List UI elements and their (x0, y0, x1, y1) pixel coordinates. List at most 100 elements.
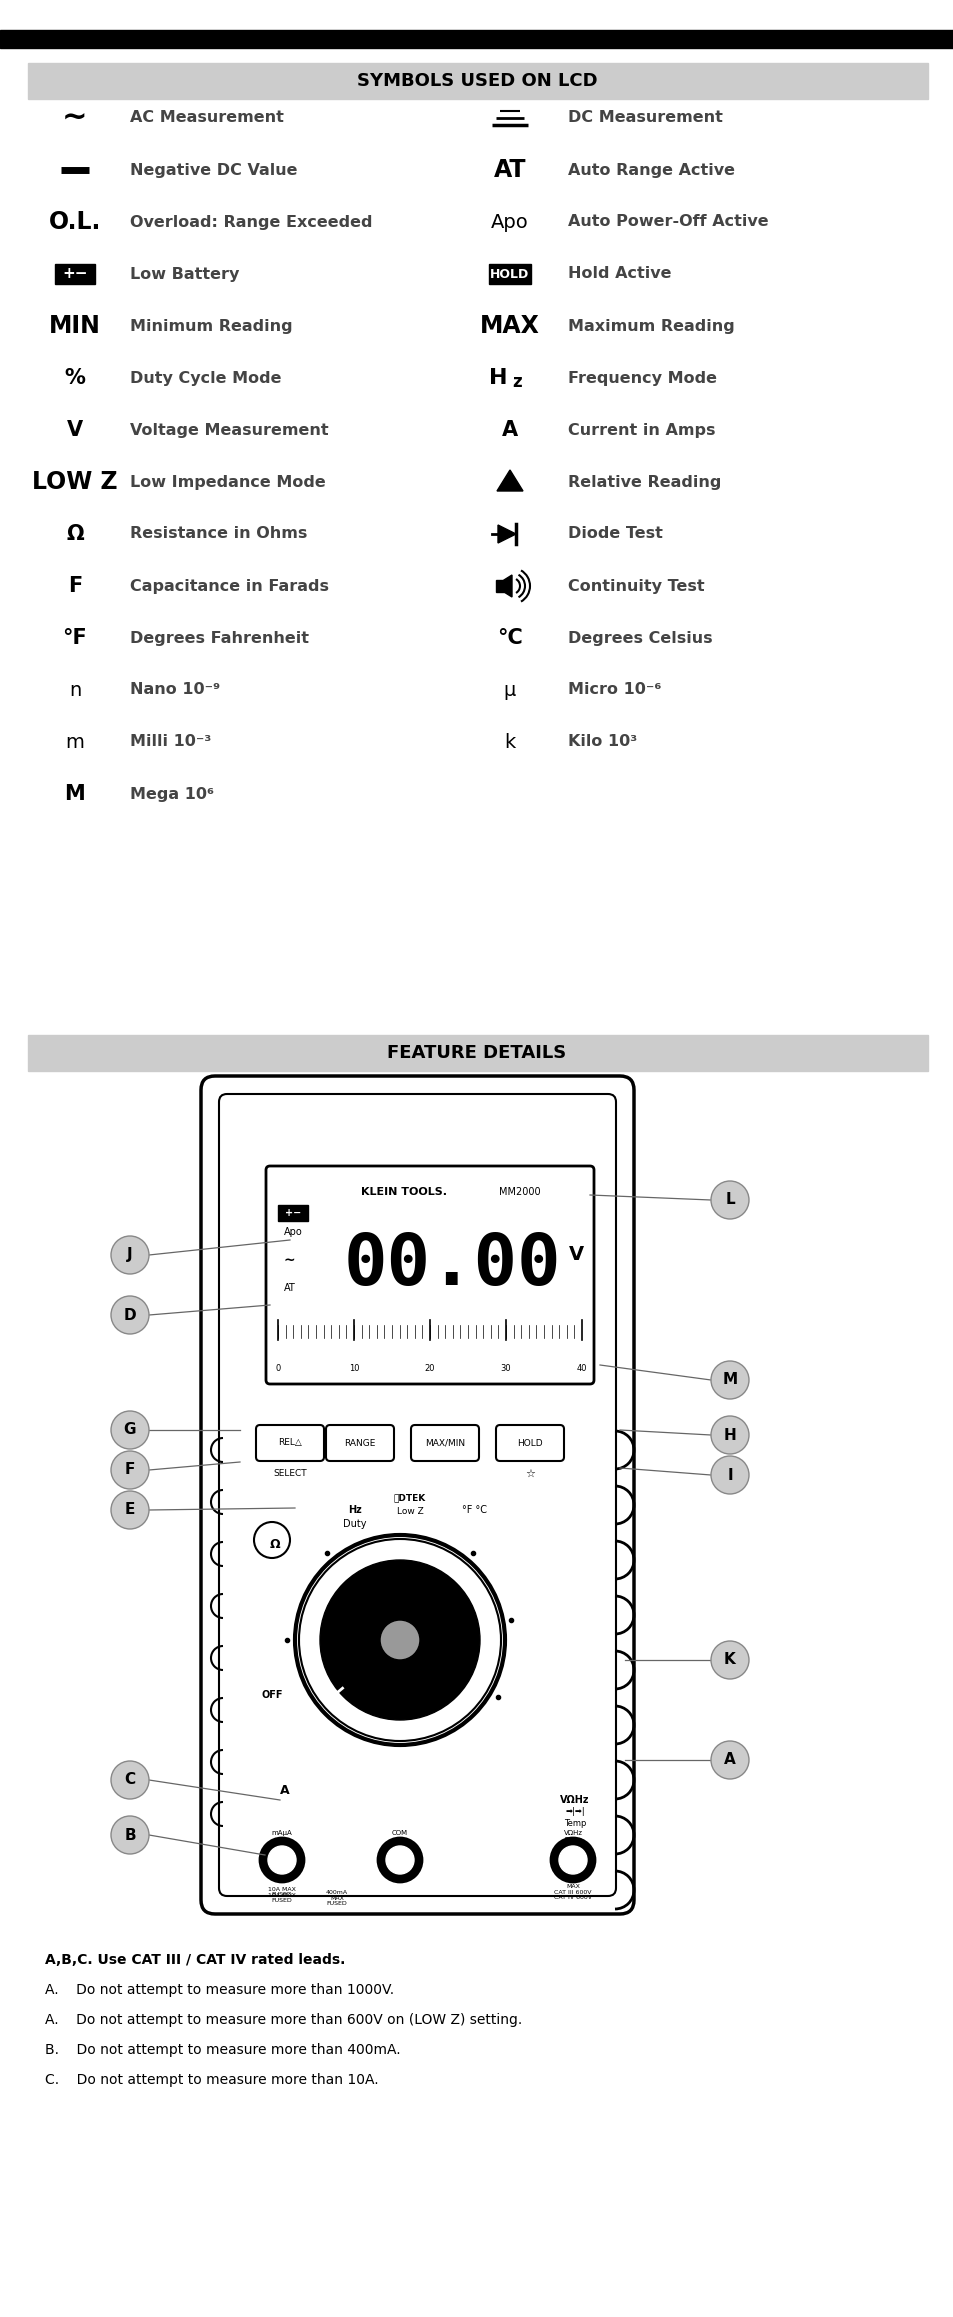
Text: A: A (501, 419, 517, 440)
Text: m: m (66, 732, 85, 751)
Text: n: n (69, 681, 81, 700)
Text: Auto Power-Off Active: Auto Power-Off Active (567, 215, 768, 229)
Text: Low Z: Low Z (396, 1508, 423, 1518)
Text: °F °C: °F °C (462, 1506, 487, 1515)
Text: Micro 10⁻⁶: Micro 10⁻⁶ (567, 684, 660, 697)
Text: Overload: Range Exceeded: Overload: Range Exceeded (130, 215, 372, 229)
Text: H: H (723, 1427, 736, 1443)
Text: Diode Test: Diode Test (567, 526, 662, 542)
Text: Low Battery: Low Battery (130, 266, 239, 280)
Text: L: L (724, 1193, 734, 1207)
Text: F: F (125, 1462, 135, 1478)
Text: V: V (568, 1247, 583, 1265)
Text: A.    Do not attempt to measure more than 1000V.: A. Do not attempt to measure more than 1… (45, 1983, 394, 1997)
Text: Voltage Measurement: Voltage Measurement (130, 422, 328, 438)
Circle shape (710, 1182, 748, 1219)
Text: MIN: MIN (49, 315, 101, 338)
FancyBboxPatch shape (255, 1425, 324, 1462)
Text: 20: 20 (424, 1365, 435, 1374)
Text: Apo: Apo (284, 1228, 302, 1237)
Bar (277, 1205, 308, 1221)
Polygon shape (497, 526, 516, 542)
Text: G: G (124, 1423, 136, 1437)
Circle shape (298, 1538, 500, 1740)
FancyBboxPatch shape (219, 1094, 616, 1895)
Text: AT: AT (494, 158, 526, 183)
Bar (55, 264, 95, 285)
Text: 10: 10 (349, 1365, 359, 1374)
Text: Ω: Ω (270, 1538, 280, 1552)
Circle shape (111, 1492, 149, 1529)
Text: Kilo 10³: Kilo 10³ (567, 734, 637, 748)
Text: OFF: OFF (261, 1689, 282, 1701)
Circle shape (253, 1522, 290, 1557)
Text: Mega 10⁶: Mega 10⁶ (130, 785, 213, 802)
Text: z: z (512, 373, 521, 392)
Text: C.    Do not attempt to measure more than 10A.: C. Do not attempt to measure more than 1… (45, 2074, 378, 2088)
Text: 00.00: 00.00 (343, 1230, 560, 1300)
Bar (28, 63, 927, 100)
Text: Milli 10⁻³: Milli 10⁻³ (130, 734, 212, 748)
Text: °F: °F (63, 628, 88, 649)
Text: Negative DC Value: Negative DC Value (130, 162, 297, 178)
Text: MM2000: MM2000 (498, 1186, 539, 1198)
Text: Resistance in Ohms: Resistance in Ohms (130, 526, 307, 542)
Text: Frequency Mode: Frequency Mode (567, 371, 717, 385)
Text: F: F (68, 577, 82, 595)
Text: HOLD: HOLD (517, 1439, 542, 1448)
Circle shape (294, 1534, 504, 1745)
Text: Continuity Test: Continuity Test (567, 579, 704, 593)
Text: Capacitance in Farads: Capacitance in Farads (130, 579, 329, 593)
Text: M: M (65, 783, 85, 804)
Circle shape (319, 1559, 479, 1719)
Polygon shape (503, 575, 512, 598)
Text: AT: AT (284, 1284, 295, 1293)
FancyBboxPatch shape (266, 1165, 594, 1383)
FancyBboxPatch shape (201, 1075, 634, 1914)
Text: 10A MAX
FUSED: 10A MAX FUSED (268, 1886, 295, 1898)
Text: MAX: MAX (479, 315, 539, 338)
Text: mAμA: mAμA (272, 1830, 292, 1835)
Polygon shape (497, 470, 522, 491)
Text: ☆: ☆ (524, 1469, 535, 1478)
Text: B: B (124, 1828, 135, 1842)
Text: 30: 30 (500, 1365, 511, 1374)
Text: B.    Do not attempt to measure more than 400mA.: B. Do not attempt to measure more than 4… (45, 2044, 400, 2057)
Circle shape (710, 1640, 748, 1680)
Circle shape (379, 1620, 419, 1659)
Text: RANGE: RANGE (344, 1439, 375, 1448)
Text: VΩHz: VΩHz (559, 1796, 589, 1805)
Circle shape (111, 1817, 149, 1854)
Text: V: V (67, 419, 83, 440)
Text: O.L.: O.L. (49, 211, 101, 234)
Circle shape (377, 1837, 421, 1881)
Circle shape (710, 1416, 748, 1455)
Circle shape (710, 1360, 748, 1399)
Text: REL△: REL△ (278, 1439, 301, 1448)
Text: k: k (504, 732, 515, 751)
Text: Low Impedance Mode: Low Impedance Mode (130, 475, 325, 489)
Bar (496, 579, 503, 593)
Text: Minimum Reading: Minimum Reading (130, 317, 293, 334)
Circle shape (111, 1411, 149, 1448)
Text: Nano 10⁻⁹: Nano 10⁻⁹ (130, 684, 220, 697)
Text: ➡|➡|: ➡|➡| (564, 1807, 584, 1817)
Text: %: % (65, 368, 86, 387)
Text: D: D (124, 1307, 136, 1323)
Text: ∼: ∼ (284, 1253, 295, 1267)
Text: 0: 0 (275, 1365, 280, 1374)
Text: I: I (726, 1467, 732, 1483)
Circle shape (268, 1847, 295, 1874)
Text: ⓓDTEK: ⓓDTEK (394, 1494, 426, 1501)
Text: °C: °C (497, 628, 522, 649)
Text: Maximum Reading: Maximum Reading (567, 317, 734, 334)
Text: KLEIN TOOLS.: KLEIN TOOLS. (361, 1186, 447, 1198)
FancyBboxPatch shape (411, 1425, 478, 1462)
Text: Duty: Duty (343, 1520, 366, 1529)
Text: A.    Do not attempt to measure more than 600V on (LOW Z) setting.: A. Do not attempt to measure more than 6… (45, 2013, 521, 2027)
Text: E: E (125, 1501, 135, 1518)
Circle shape (551, 1837, 595, 1881)
Text: LOW Z: LOW Z (32, 470, 117, 494)
Text: +−: +− (285, 1207, 301, 1219)
Text: Temp: Temp (563, 1819, 585, 1828)
